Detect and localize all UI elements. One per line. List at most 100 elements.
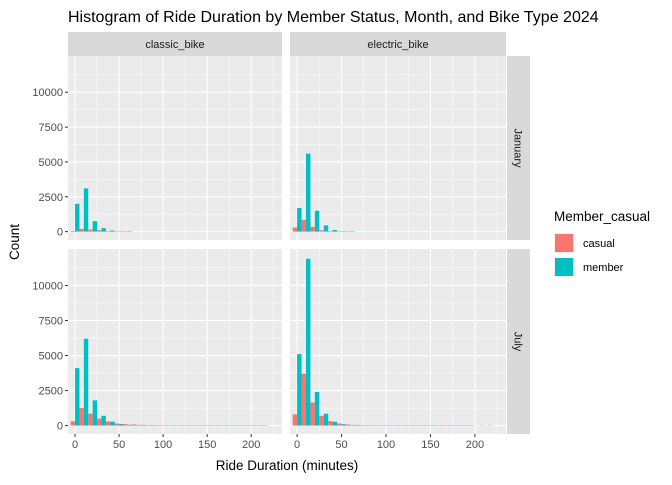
bar-casual xyxy=(132,424,136,425)
legend-title: Member_casual xyxy=(554,209,650,224)
bar-member xyxy=(333,230,337,232)
y-tick-label: 7500 xyxy=(39,315,63,327)
bar-member xyxy=(306,154,310,232)
bar-member xyxy=(306,259,310,426)
column-strip-label: electric_bike xyxy=(367,39,428,51)
bar-member xyxy=(75,204,79,232)
row-strip-January: January xyxy=(507,56,530,240)
facet-panels: classic_bike electric_bike January July xyxy=(68,32,530,434)
x-tick-label: 50 xyxy=(113,439,125,451)
bar-member xyxy=(101,416,105,426)
bar-member xyxy=(110,422,114,426)
y-tick-label: 7500 xyxy=(39,122,63,134)
bar-member xyxy=(315,392,319,426)
bar-member xyxy=(128,425,132,426)
bar-casual xyxy=(123,424,127,425)
bar-member xyxy=(333,422,337,426)
facet-panel-electric_bike-July xyxy=(290,249,506,434)
bar-member xyxy=(101,228,105,231)
chart-title: Histogram of Ride Duration by Member Sta… xyxy=(68,9,599,26)
bar-casual xyxy=(97,230,101,231)
x-axis-tick-labels: 0 50 100 150 200 0 50 100 150 200 xyxy=(72,434,484,451)
x-tick-label: 50 xyxy=(335,439,347,451)
bar-casual xyxy=(88,230,92,232)
bar-casual xyxy=(106,231,110,232)
x-tick-label: 200 xyxy=(466,439,484,451)
panel-background xyxy=(290,56,506,240)
bar-member xyxy=(84,188,88,231)
y-axis-tick-labels: 0 2500 5000 7500 10000 0 2500 5000 7500 10000 xyxy=(32,87,68,432)
bar-casual xyxy=(328,231,332,232)
facet-panel-classic_bike-January xyxy=(68,56,282,240)
x-tick-label: 150 xyxy=(198,439,216,451)
bar-casual xyxy=(319,230,323,231)
x-tick-label: 200 xyxy=(242,439,260,451)
bar-casual xyxy=(293,227,297,231)
y-tick-label: 2500 xyxy=(39,192,63,204)
bar-casual xyxy=(302,220,306,232)
bar-member xyxy=(119,424,123,426)
bar-member xyxy=(137,425,141,426)
facet-panel-electric_bike-January xyxy=(290,56,506,240)
y-axis-title: Count xyxy=(7,224,22,260)
y-tick-label: 10000 xyxy=(32,87,63,99)
bar-casual xyxy=(79,229,83,232)
x-axis-title: Ride Duration (minutes) xyxy=(216,458,359,473)
bar-casual xyxy=(319,416,323,426)
x-tick-label: 0 xyxy=(294,439,300,451)
x-tick-label: 100 xyxy=(154,439,172,451)
y-tick-label: 10000 xyxy=(32,280,63,292)
row-strip-label: July xyxy=(512,332,524,352)
bar-casual xyxy=(79,408,83,426)
x-tick-label: 0 xyxy=(72,439,78,451)
y-tick-label: 2500 xyxy=(39,386,63,398)
legend-items: casual member xyxy=(554,233,624,277)
legend-entry-casual: casual xyxy=(554,233,615,253)
bar-casual xyxy=(346,424,350,425)
bar-member xyxy=(324,225,328,231)
bar-casual xyxy=(310,402,314,425)
bar-casual xyxy=(302,374,306,426)
panel-background xyxy=(290,249,506,434)
bar-member xyxy=(350,425,354,426)
legend-label: casual xyxy=(583,238,615,250)
bar-member xyxy=(110,231,114,232)
legend: Member_casual casual member xyxy=(554,209,650,277)
bar-member xyxy=(75,368,79,425)
bar-casual xyxy=(355,425,359,426)
bar-member xyxy=(297,208,301,232)
legend-label: member xyxy=(583,262,624,274)
legend-entry-member: member xyxy=(554,257,624,277)
bar-casual xyxy=(115,423,119,425)
bar-casual xyxy=(337,423,341,425)
bar-casual xyxy=(293,414,297,425)
bar-member xyxy=(342,424,346,425)
y-tick-label: 5000 xyxy=(39,157,63,169)
bar-casual xyxy=(364,425,368,426)
facet-panel-classic_bike-July xyxy=(68,249,282,434)
column-strip-label: classic_bike xyxy=(145,39,204,51)
bar-casual xyxy=(141,425,145,426)
bar-casual xyxy=(71,231,75,232)
legend-key-swatch xyxy=(555,234,573,252)
bar-member xyxy=(93,400,97,425)
x-tick-label: 150 xyxy=(421,439,439,451)
bar-member xyxy=(93,221,97,231)
bar-casual xyxy=(310,227,314,232)
column-strip-electric_bike: electric_bike xyxy=(290,32,506,56)
bar-member xyxy=(315,211,319,232)
panel-background xyxy=(68,249,282,434)
bar-casual xyxy=(328,421,332,425)
bar-member xyxy=(297,354,301,425)
bar-casual xyxy=(150,425,154,426)
bar-casual xyxy=(88,414,92,426)
row-strip-label: January xyxy=(512,128,524,168)
x-tick-label: 100 xyxy=(377,439,395,451)
bar-casual xyxy=(106,421,110,425)
y-tick-label: 5000 xyxy=(39,351,63,363)
row-strip-July: July xyxy=(507,249,530,434)
y-tick-label: 0 xyxy=(57,421,63,433)
bar-member xyxy=(324,414,328,426)
y-tick-label: 0 xyxy=(57,227,63,239)
